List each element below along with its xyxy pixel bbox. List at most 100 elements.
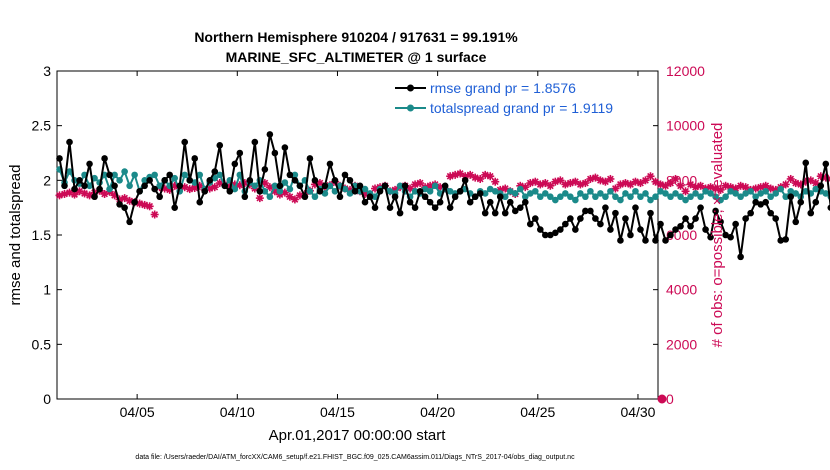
data-point: [191, 155, 199, 162]
data-point: [231, 160, 239, 168]
data-point: [326, 160, 334, 168]
data-point: [421, 193, 429, 201]
data-point: [431, 182, 439, 190]
data-point: [446, 187, 454, 195]
data-point: [707, 190, 714, 197]
data-point: [712, 207, 719, 215]
plot-area: [56, 70, 659, 400]
data-point: [221, 182, 229, 190]
data-point: [702, 187, 709, 195]
data-point: [676, 181, 685, 190]
data-point: [331, 177, 339, 184]
data-point: [76, 177, 83, 184]
data-point: [516, 185, 524, 193]
legend: rmse grand pr = 1.8576 totalspread grand…: [395, 80, 613, 116]
data-point: [707, 233, 714, 241]
data-point: [571, 177, 580, 186]
data-point: [597, 220, 604, 228]
data-point: [216, 142, 224, 149]
data-point: [577, 190, 584, 197]
data-point: [521, 193, 529, 201]
data-point: [81, 182, 88, 190]
data-point: [671, 174, 680, 183]
data-point: [677, 193, 684, 201]
data-point: [622, 215, 629, 222]
data-point: [637, 193, 644, 201]
data-point: [106, 171, 113, 179]
data-point: [176, 182, 184, 190]
data-point: [116, 177, 123, 184]
data-point: [366, 193, 374, 201]
data-point: [261, 166, 269, 173]
data-point: [772, 190, 779, 197]
data-point: [767, 209, 774, 217]
series-0: [56, 131, 830, 261]
data-point: [56, 155, 63, 162]
data-point: [226, 187, 234, 195]
data-point: [296, 182, 304, 190]
data-point: [286, 185, 294, 193]
data-point: [607, 226, 614, 233]
data-point: [642, 190, 649, 197]
data-point: [461, 177, 469, 184]
data-point: [196, 171, 204, 179]
data-point: [737, 253, 744, 261]
data-point: [742, 190, 749, 197]
data-point: [396, 209, 404, 217]
data-point: [346, 177, 354, 184]
data-point: [311, 193, 319, 201]
data-point: [361, 185, 369, 193]
data-point: [66, 168, 73, 175]
data-point: [641, 176, 650, 185]
data-point: [321, 190, 329, 197]
data-point: [201, 187, 209, 195]
data-point: [667, 231, 674, 239]
data-point: [471, 193, 479, 201]
left-tick-label: 1.5: [32, 227, 52, 243]
legend-marker-spread: [407, 104, 414, 112]
right-tick-label: 10000: [666, 118, 705, 134]
data-point: [376, 187, 384, 195]
data-file-footnote: data file: /Users/raeder/DAI/ATM_forcXX/…: [135, 454, 575, 461]
data-point: [536, 180, 545, 189]
data-point: [281, 179, 289, 186]
data-point: [156, 182, 163, 190]
data-point: [71, 185, 78, 193]
data-point: [161, 177, 168, 184]
data-point: [667, 193, 674, 201]
data-point: [80, 189, 89, 198]
data-point: [441, 182, 449, 190]
data-point: [151, 185, 158, 193]
data-point: [547, 231, 554, 239]
data-point: [246, 177, 254, 184]
data-point: [792, 190, 800, 197]
data-point: [562, 220, 569, 228]
data-point: [697, 204, 704, 211]
data-point: [627, 231, 634, 239]
data-point: [802, 159, 810, 167]
left-tick-label: 2.5: [32, 118, 52, 134]
data-point: [265, 183, 274, 192]
data-point: [617, 237, 624, 244]
data-point: [802, 187, 810, 195]
data-point: [501, 193, 509, 201]
data-point: [642, 237, 649, 244]
x-tick-label: 04/30: [620, 404, 655, 420]
data-point: [722, 231, 729, 239]
data-point: [336, 193, 344, 201]
data-point: [421, 185, 429, 193]
data-point: [131, 198, 138, 206]
data-point: [562, 190, 569, 197]
data-point: [136, 187, 143, 195]
data-point: [672, 226, 679, 233]
data-point: [171, 204, 178, 211]
x-tick-label: 04/05: [120, 404, 155, 420]
data-point: [106, 185, 113, 193]
data-point: [542, 231, 549, 239]
data-point: [827, 204, 830, 211]
data-point: [781, 180, 790, 189]
data-point: [401, 182, 409, 190]
series-3: [657, 394, 667, 404]
data-point: [632, 204, 639, 211]
data-point: [612, 193, 619, 201]
